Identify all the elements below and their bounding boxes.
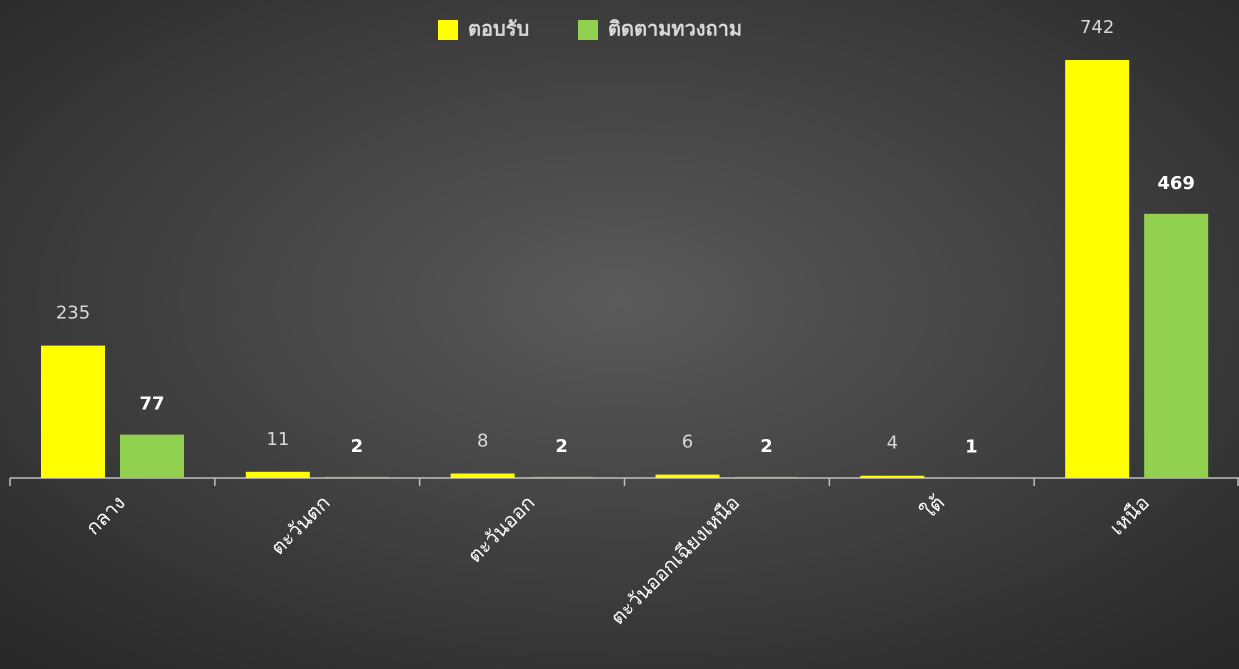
value-label: 4 <box>887 433 898 454</box>
value-label: 2 <box>351 436 364 457</box>
bar <box>41 345 105 478</box>
bar <box>734 476 799 478</box>
bar <box>529 476 594 478</box>
bar <box>1065 60 1130 478</box>
bar <box>245 471 310 478</box>
bar <box>120 434 184 478</box>
value-label: 469 <box>1157 173 1195 194</box>
value-label: 2 <box>760 436 773 457</box>
legend-label: ตอบรับ <box>468 17 529 41</box>
legend-swatch <box>578 20 598 40</box>
value-label: 77 <box>139 394 164 415</box>
legend: ตอบรับ ติดตามทวงถาม <box>438 17 742 41</box>
legend-label: ติดตามทวงถาม <box>608 17 742 41</box>
value-label: 742 <box>1080 17 1114 38</box>
bar <box>1144 213 1209 478</box>
bar <box>324 476 389 478</box>
value-label: 2 <box>555 436 568 457</box>
value-label: 235 <box>56 303 90 324</box>
bar <box>939 477 1004 478</box>
value-label: 6 <box>682 432 693 453</box>
value-label: 1 <box>965 436 978 457</box>
bar <box>450 473 515 478</box>
value-label: 8 <box>477 430 488 451</box>
legend-swatch <box>438 20 458 40</box>
value-label: 11 <box>266 429 289 450</box>
bar <box>860 475 925 478</box>
bar <box>655 474 720 478</box>
